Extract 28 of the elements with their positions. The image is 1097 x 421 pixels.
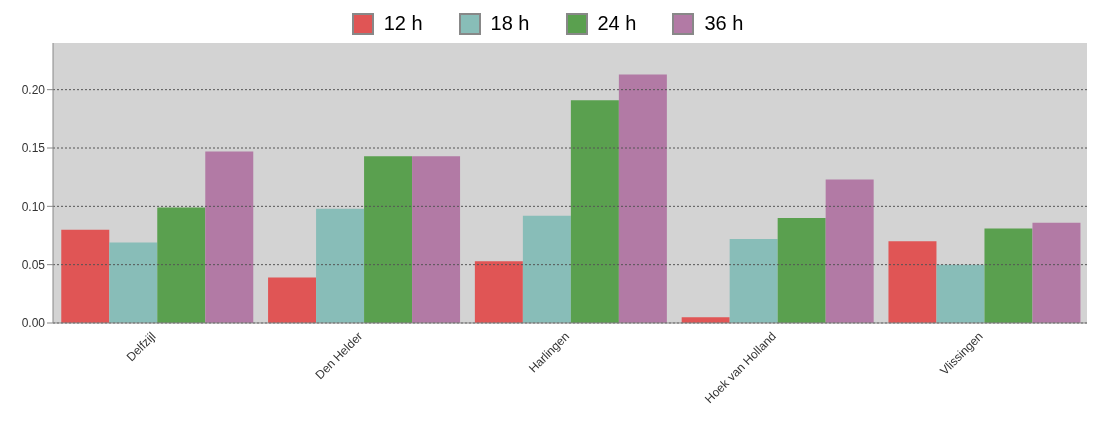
bar	[522, 215, 571, 323]
bar	[157, 207, 206, 323]
bar	[364, 156, 413, 323]
y-tick-label: 0.15	[21, 141, 46, 156]
bar	[729, 239, 778, 323]
bar	[618, 74, 667, 323]
bar	[316, 208, 365, 323]
y-tick-label: 0.00	[21, 316, 46, 331]
bar	[268, 277, 317, 323]
bar	[412, 156, 461, 323]
legend-label: 24 h	[596, 12, 637, 35]
y-tick-label: 0.10	[21, 199, 46, 214]
y-tick-label: 0.20	[21, 82, 46, 97]
bar	[61, 229, 110, 323]
bar	[825, 179, 874, 323]
y-tick-label: 0.05	[21, 257, 46, 272]
bar	[205, 151, 254, 323]
bar	[109, 242, 158, 323]
legend-label: 36 h	[703, 12, 744, 35]
legend-label: 18 h	[489, 12, 530, 35]
bar	[984, 228, 1033, 323]
legend-label: 12 h	[382, 12, 423, 35]
bar	[936, 264, 985, 323]
bar	[1032, 222, 1081, 323]
bar	[570, 100, 619, 323]
bar	[474, 261, 523, 323]
bar	[888, 241, 937, 323]
bar	[777, 218, 826, 323]
